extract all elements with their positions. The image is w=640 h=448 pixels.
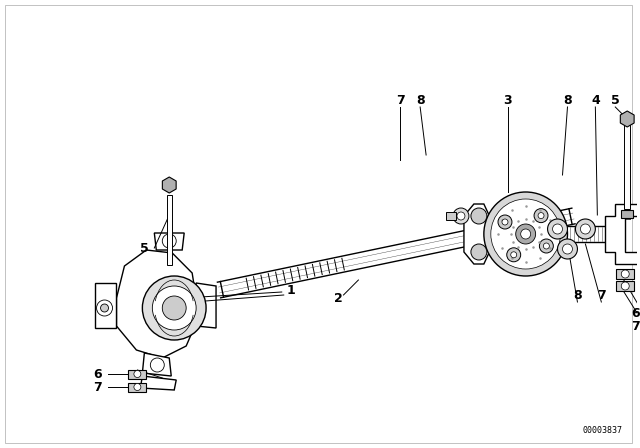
Circle shape: [100, 304, 109, 312]
Text: 7: 7: [396, 94, 404, 107]
Circle shape: [538, 213, 544, 219]
Circle shape: [142, 276, 206, 340]
Circle shape: [484, 192, 568, 276]
Polygon shape: [563, 226, 620, 242]
Circle shape: [540, 239, 554, 253]
Circle shape: [502, 219, 508, 225]
Circle shape: [507, 248, 521, 262]
Polygon shape: [620, 111, 634, 127]
Circle shape: [163, 234, 176, 248]
Circle shape: [534, 209, 548, 223]
Text: 2: 2: [334, 292, 343, 305]
Polygon shape: [140, 376, 176, 390]
Bar: [129, 383, 147, 392]
Text: 8: 8: [563, 94, 572, 107]
Text: 00003837: 00003837: [582, 426, 622, 435]
Text: 6: 6: [631, 306, 639, 319]
Text: 8: 8: [573, 289, 582, 302]
Bar: [129, 370, 147, 379]
Circle shape: [97, 300, 113, 316]
Text: 7: 7: [631, 319, 639, 332]
Text: 1: 1: [286, 284, 295, 297]
Circle shape: [511, 252, 516, 258]
Circle shape: [471, 208, 487, 224]
Bar: [616, 269, 634, 279]
Circle shape: [552, 224, 563, 234]
Polygon shape: [116, 250, 196, 358]
Circle shape: [621, 282, 629, 290]
Circle shape: [134, 383, 141, 391]
Circle shape: [621, 270, 629, 278]
Text: 8: 8: [416, 94, 424, 107]
Text: 4: 4: [591, 94, 600, 107]
Bar: [167, 195, 172, 265]
Circle shape: [134, 370, 141, 378]
Circle shape: [575, 219, 595, 239]
Circle shape: [543, 243, 549, 249]
Text: 3: 3: [504, 94, 512, 107]
Circle shape: [563, 244, 572, 254]
Circle shape: [521, 229, 531, 239]
Circle shape: [498, 215, 512, 229]
Circle shape: [548, 219, 568, 239]
Text: 5: 5: [611, 94, 620, 107]
Polygon shape: [464, 204, 491, 264]
Polygon shape: [163, 177, 176, 193]
Bar: [616, 281, 634, 291]
Text: 7: 7: [597, 289, 605, 302]
Bar: [624, 119, 630, 209]
Circle shape: [471, 244, 487, 260]
Polygon shape: [142, 353, 172, 376]
Polygon shape: [196, 283, 216, 328]
Polygon shape: [95, 283, 116, 328]
Text: 5: 5: [140, 241, 148, 254]
Circle shape: [150, 358, 164, 372]
Bar: [446, 212, 456, 220]
Text: 6: 6: [93, 367, 102, 380]
Circle shape: [516, 224, 536, 244]
Polygon shape: [605, 204, 640, 264]
Circle shape: [163, 296, 186, 320]
Bar: [621, 210, 633, 218]
Circle shape: [457, 212, 465, 220]
Circle shape: [453, 208, 469, 224]
Circle shape: [152, 286, 196, 330]
Circle shape: [580, 224, 590, 234]
Polygon shape: [154, 233, 184, 250]
Circle shape: [491, 199, 561, 269]
Circle shape: [557, 239, 577, 259]
Text: 7: 7: [93, 380, 102, 393]
